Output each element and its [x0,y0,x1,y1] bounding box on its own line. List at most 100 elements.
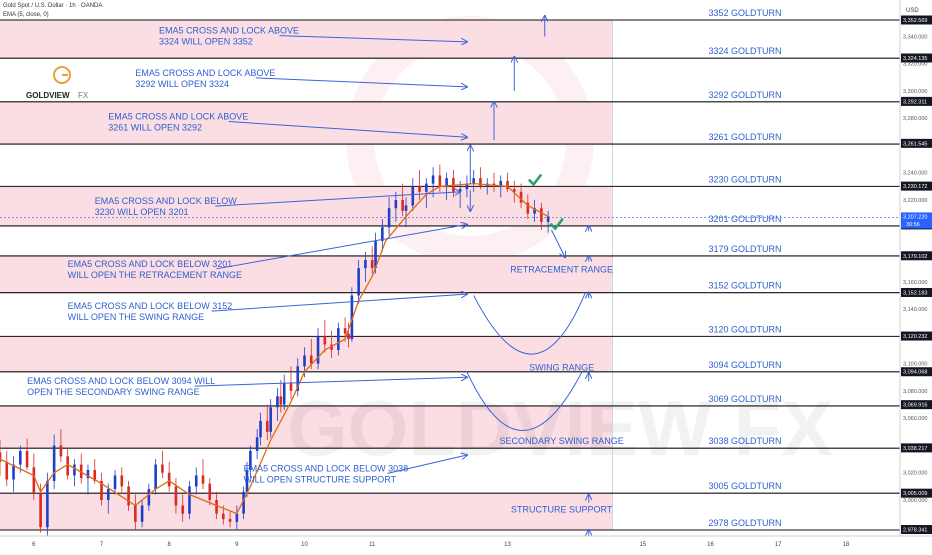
range-label: RETRACEMENT RANGE [510,264,613,274]
zones-layer [0,20,613,530]
candle-body [140,505,144,522]
current-price-badge [901,212,932,229]
y-tick-label: 3,300.000 [903,89,927,95]
price-badge [901,400,932,410]
currency-label: USD [906,8,919,14]
zone-band [0,20,613,59]
price-badge-label: 3,038.217 [903,446,927,452]
y-tick-label: 3,140.000 [903,307,927,313]
candle-body [411,186,415,206]
swing-curve [466,371,583,431]
watermark-text: GOLDVIEW FX [287,384,833,472]
candle-body [540,208,543,222]
candle-body [154,464,157,490]
candle-body [394,200,398,209]
y-tick-label: 3,220.000 [903,198,927,204]
current-price-label: 3,207.220 [903,214,927,220]
candle-body [519,191,523,203]
price-badge-label: 3,094.068 [903,370,927,376]
candle-body [245,470,249,492]
x-tick-label: 15 [640,542,647,548]
level-label: 3230 GOLDTURN [708,174,781,184]
candle-body [472,178,475,184]
symbol-title: Gold Spot / U.S. Dollar · 1h · OANDA [3,3,103,9]
y-tick-label: 3,060.000 [903,416,927,422]
price-badge [901,287,932,297]
candle-body [194,475,198,487]
annotation-text: WILL OPEN STRUCTURE SUPPORT [244,474,397,484]
candle-body [73,464,76,476]
x-tick-label: 11 [369,542,376,548]
candle-body [215,500,218,514]
price-badge [901,96,932,106]
y-tick-label: 3,240.000 [903,171,927,177]
price-badge-label: 3,179.102 [903,254,927,260]
price-badge-label: 3,120.232 [903,334,927,340]
candle-body [255,437,259,451]
price-badge-label: 3,152.183 [903,290,927,296]
candle-body [465,183,469,190]
level-label: 3094 GOLDTURN [708,360,781,370]
annotation-arrow [194,377,467,387]
candle-body [350,295,354,340]
candle-body [330,344,333,350]
candle-body [93,470,97,481]
candle-body [100,480,103,500]
candle-body [296,366,300,391]
candle-body [228,519,232,522]
level-label: 3005 GOLDTURN [708,481,781,491]
price-badge [901,367,932,377]
candle-body [52,445,56,481]
price-badge-label: 3,352.569 [903,18,927,24]
price-badge-label: 3,005.009 [903,491,927,497]
x-tick-label: 17 [775,542,782,548]
y-axis-bg [900,0,932,550]
y-tick-label: 3,160.000 [903,280,927,286]
candle-body [208,483,212,500]
candle-body [265,420,269,432]
y-tick-label: 3,340.000 [903,34,927,40]
retracement-arrow [551,229,566,257]
candle-body [526,202,530,214]
candle-body [357,268,360,296]
price-badge [901,53,932,63]
candle-body [337,328,340,350]
annotation-text: WILL OPEN THE RETRACEMENT RANGE [68,270,242,280]
indicator-label: EMA (5, close, 0) [3,12,49,18]
candle-body [431,175,435,184]
x-axis-bg [0,536,932,550]
candle-body [19,450,22,465]
candle-body [79,464,83,479]
candle-body [120,475,124,487]
price-badge [901,181,932,191]
candle-body [242,491,245,514]
candle-body [201,475,205,484]
candle-body [445,178,448,187]
price-badge [901,331,932,341]
candle-body [0,452,2,462]
candle-body [174,486,178,506]
countdown-label: 30:56 [906,222,920,228]
price-badge [901,443,932,453]
annotation-text: 3292 WILL OPEN 3324 [135,79,229,89]
range-label: SWING RANGE [529,362,594,372]
price-badge-label: 3,261.545 [903,141,927,147]
candle-body [39,493,42,528]
price-badge-label: 3,069.916 [903,403,927,409]
candle-body [188,486,191,514]
candle-body [113,475,117,490]
y-tick-label: 3,320.000 [903,62,927,68]
candle-body [347,333,350,340]
x-tick-label: 9 [235,542,239,548]
candle-body [323,336,327,345]
candle-body [235,513,239,522]
price-badge-label: 2,978.341 [903,528,927,534]
ema-layer [0,182,549,515]
candle-body [370,260,374,269]
candle-body [25,450,29,468]
logo-text: GOLDVIEW [26,91,70,100]
candle-body [106,489,110,500]
annotation-text: EMA5 CROSS AND LOCK ABOVE [159,26,299,36]
